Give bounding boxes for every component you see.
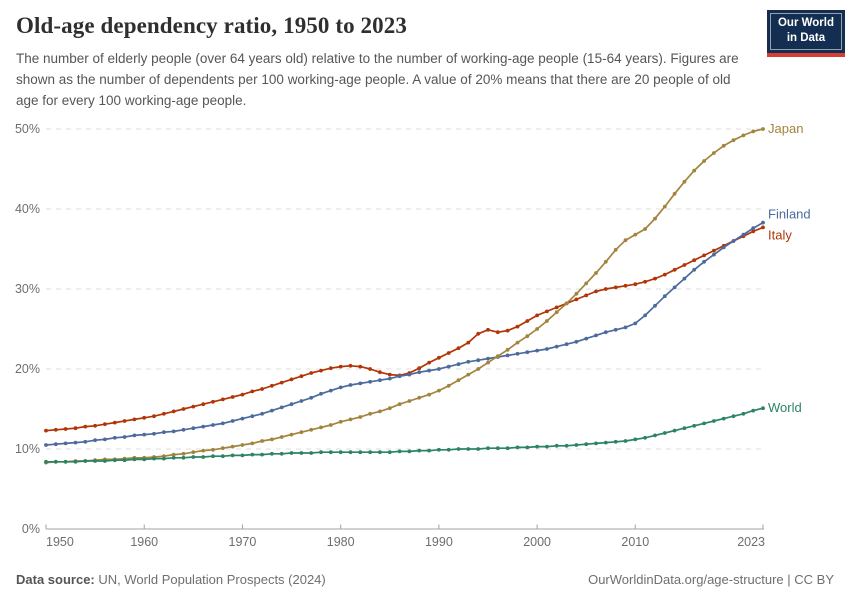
x-tick-label: 1950: [46, 535, 74, 549]
series-line-italy: [45, 226, 764, 432]
x-tick-label: 2010: [621, 535, 649, 549]
chart-header: Old-age dependency ratio, 1950 to 2023 T…: [16, 13, 761, 111]
y-tick-label: 10%: [15, 442, 40, 456]
series-label-finland[interactable]: Finland: [768, 207, 811, 222]
series-markers-world: [44, 406, 765, 464]
data-source: Data source: UN, World Population Prospe…: [16, 572, 326, 587]
y-tick-label: 20%: [15, 362, 40, 376]
x-tick-label: 2000: [523, 535, 551, 549]
chart-subtitle: The number of elderly people (over 64 ye…: [16, 51, 739, 109]
y-tick-label: 40%: [15, 202, 40, 216]
y-tick-label: 0%: [22, 522, 40, 536]
x-tick-label: 2023: [737, 535, 765, 549]
x-tick-label: 1980: [327, 535, 355, 549]
series-line-finland: [45, 221, 764, 446]
series-markers-italy: [44, 225, 765, 433]
data-source-label: Data source:: [16, 572, 95, 587]
series-markers-japan: [44, 127, 765, 465]
chart-title: Old-age dependency ratio, 1950 to 2023: [16, 13, 407, 38]
x-tick-label: 1990: [425, 535, 453, 549]
series-label-japan[interactable]: Japan: [768, 121, 803, 136]
y-tick-label: 50%: [15, 122, 40, 136]
owid-logo-text: Our World in Data: [769, 13, 842, 50]
series-label-italy[interactable]: Italy: [768, 227, 792, 242]
chart-footer: Data source: UN, World Population Prospe…: [16, 572, 834, 587]
y-tick-label: 30%: [15, 282, 40, 296]
series-line-japan: [45, 128, 764, 464]
credit-link[interactable]: OurWorldinData.org/age-structure | CC BY: [588, 572, 834, 587]
x-tick-label: 1960: [130, 535, 158, 549]
owid-logo[interactable]: Our World in Data: [766, 10, 845, 57]
series-markers-finland: [44, 220, 765, 447]
owid-logo-line2: in Data: [786, 31, 826, 44]
x-tick-label: 1970: [229, 535, 257, 549]
owid-logo-line1: Our World: [777, 17, 834, 29]
series-label-world[interactable]: World: [768, 400, 802, 415]
data-source-value: UN, World Population Prospects (2024): [98, 572, 326, 587]
